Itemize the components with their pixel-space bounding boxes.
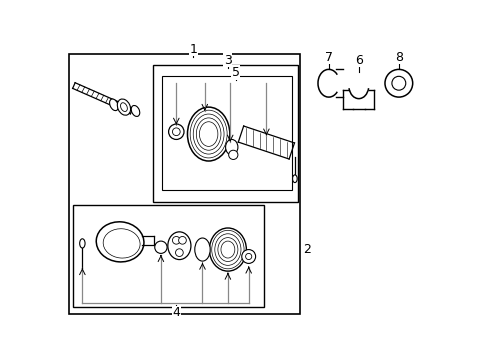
- Ellipse shape: [196, 118, 221, 150]
- Text: 7: 7: [324, 50, 332, 64]
- Ellipse shape: [190, 110, 226, 158]
- Ellipse shape: [109, 99, 118, 111]
- Ellipse shape: [193, 114, 224, 154]
- Circle shape: [172, 128, 180, 136]
- Bar: [153, 65, 297, 202]
- Circle shape: [245, 253, 251, 260]
- Ellipse shape: [292, 175, 297, 183]
- Ellipse shape: [187, 107, 229, 161]
- Ellipse shape: [131, 105, 140, 116]
- Text: 1: 1: [189, 43, 197, 56]
- Ellipse shape: [211, 230, 244, 269]
- Bar: [162, 76, 291, 189]
- Text: 4: 4: [172, 306, 180, 319]
- Ellipse shape: [194, 238, 210, 261]
- Circle shape: [175, 249, 183, 256]
- Circle shape: [168, 124, 183, 139]
- Circle shape: [384, 69, 412, 97]
- Text: 6: 6: [354, 54, 362, 67]
- Bar: [68, 54, 299, 314]
- Ellipse shape: [209, 228, 246, 271]
- Text: 4: 4: [172, 306, 180, 319]
- Text: 3: 3: [224, 54, 231, 67]
- Circle shape: [154, 241, 167, 253]
- Ellipse shape: [221, 241, 234, 258]
- Circle shape: [172, 237, 180, 244]
- Ellipse shape: [218, 238, 238, 261]
- Ellipse shape: [121, 103, 127, 112]
- Ellipse shape: [103, 229, 140, 258]
- Circle shape: [241, 249, 255, 264]
- Ellipse shape: [167, 232, 190, 260]
- Text: 8: 8: [394, 50, 402, 64]
- Circle shape: [228, 150, 238, 159]
- Circle shape: [178, 237, 186, 244]
- Circle shape: [391, 76, 405, 90]
- Ellipse shape: [96, 222, 143, 262]
- Text: 2: 2: [303, 243, 310, 256]
- Bar: [73, 205, 264, 306]
- Ellipse shape: [225, 139, 238, 155]
- Text: 5: 5: [231, 66, 239, 79]
- Ellipse shape: [117, 99, 130, 115]
- Ellipse shape: [80, 239, 85, 248]
- Ellipse shape: [214, 234, 241, 265]
- Ellipse shape: [199, 122, 218, 147]
